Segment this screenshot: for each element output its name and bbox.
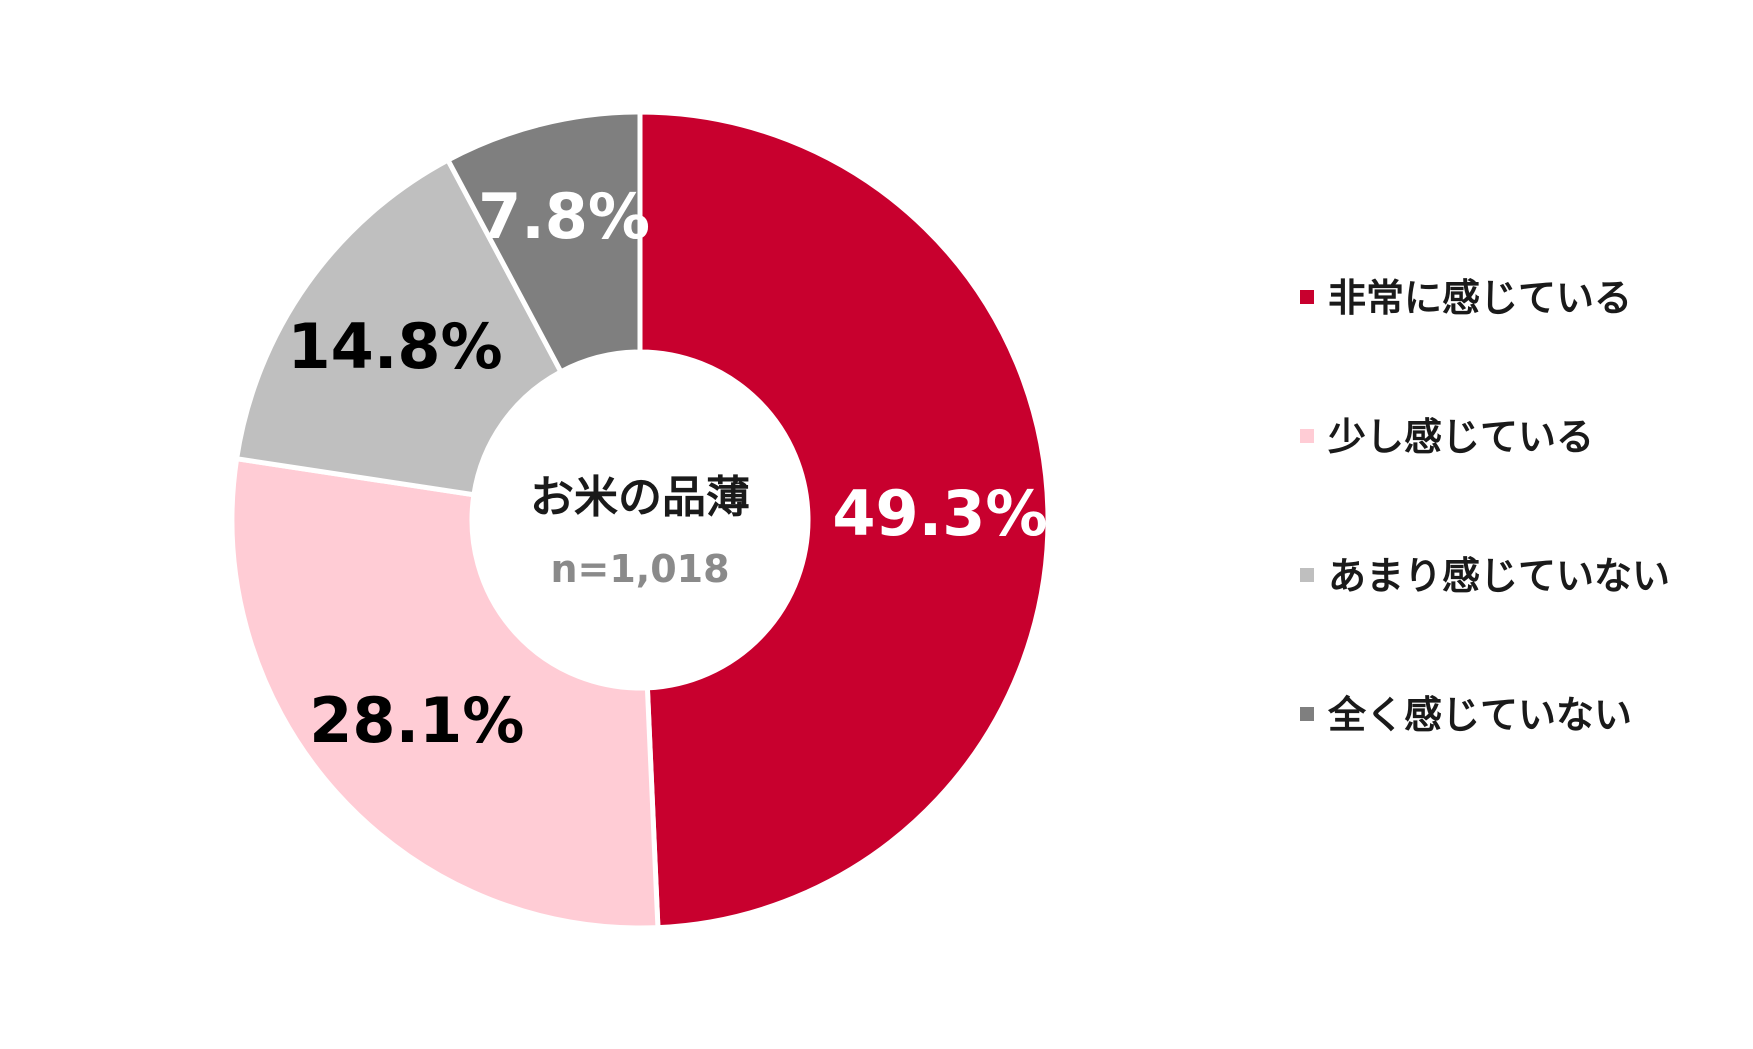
slice-labels: 49.3% 28.1% 14.8% 7.8% — [288, 180, 1048, 757]
donut-slices — [229, 109, 1051, 931]
legend-swatch-not-at-all — [1300, 707, 1314, 721]
legend-label-not-at-all: 全く感じていない — [1327, 693, 1632, 737]
slice-not-at-all — [444, 109, 643, 376]
slice-very — [637, 109, 1051, 931]
legend-label-very: 非常に感じている — [1328, 276, 1632, 320]
center-sample-size: n=1,018 — [550, 547, 729, 591]
slice-label-not-much: 14.8% — [288, 310, 503, 383]
legend-label-not-much: あまり感じていない — [1328, 554, 1670, 598]
legend-swatch-somewhat — [1300, 429, 1314, 443]
slice-label-very: 49.3% — [832, 477, 1047, 550]
legend-item-very: 非常に感じている — [1300, 276, 1632, 320]
legend-label-somewhat: 少し感じている — [1328, 415, 1594, 459]
slice-not-much — [233, 156, 565, 498]
legend-item-not-at-all: 全く感じていない — [1300, 693, 1632, 737]
legend-swatch-not-much — [1300, 568, 1314, 582]
center-title: お米の品薄 — [530, 472, 750, 523]
slice-label-somewhat: 28.1% — [309, 684, 524, 757]
legend-item-not-much: あまり感じていない — [1300, 554, 1670, 598]
donut-center: お米の品薄 n=1,018 — [530, 472, 750, 591]
legend-swatch-very — [1300, 290, 1314, 304]
slice-somewhat — [229, 455, 661, 931]
slice-label-not-at-all: 7.8% — [478, 180, 650, 253]
legend-item-somewhat: 少し感じている — [1300, 415, 1594, 459]
